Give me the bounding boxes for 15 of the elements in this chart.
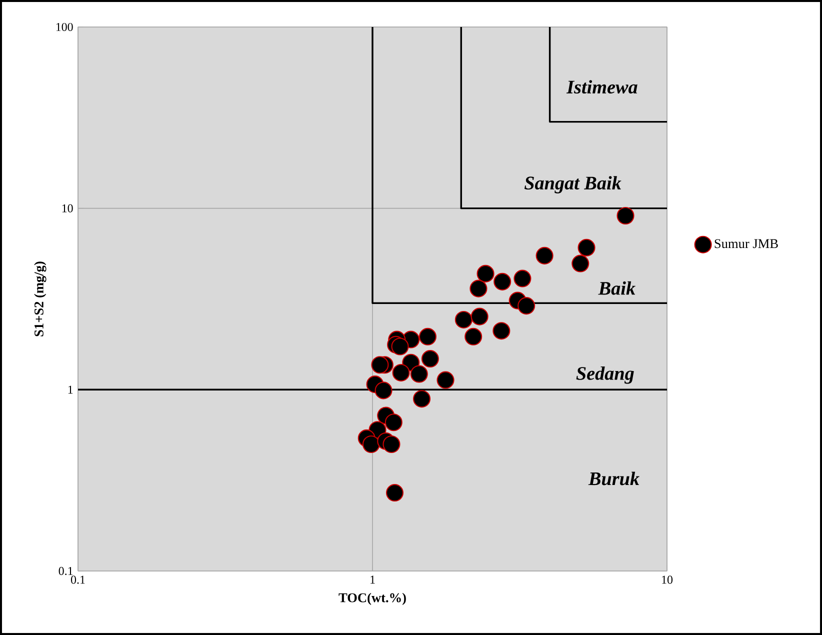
y-tick-label: 1 <box>68 386 73 394</box>
x-axis-title: TOC(wt.%) <box>338 592 406 605</box>
y-tick-label: 0.1 <box>58 566 73 576</box>
x-tick-label: 0.1 <box>70 576 85 584</box>
annotation: Sangat Baik <box>524 176 622 194</box>
annotation: Baik <box>598 281 636 295</box>
x-tick-label: 10 <box>662 576 673 584</box>
annotation: Istimewa <box>566 80 638 94</box>
x-tick-label: 1 <box>370 576 375 584</box>
y-tick-label: 10 <box>62 204 73 212</box>
annotation: Buruk <box>588 472 640 486</box>
y-tick-label: 100 <box>56 22 73 32</box>
annotation: Sedang <box>576 366 634 384</box>
y-axis-title: S1+S2 (mg/g) <box>34 262 46 336</box>
legend-label: Sumur JMB <box>714 239 778 248</box>
